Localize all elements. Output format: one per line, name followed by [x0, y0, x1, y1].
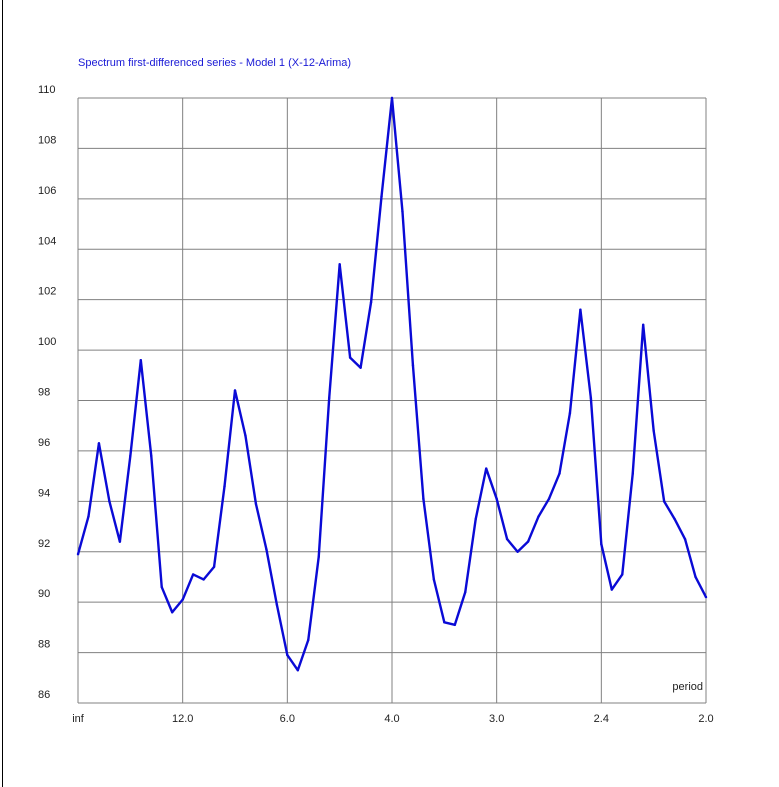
data-point — [296, 669, 299, 672]
y-tick-label: 92 — [38, 538, 50, 550]
data-point — [223, 485, 226, 488]
data-point — [401, 210, 404, 213]
y-tick-label: 98 — [38, 387, 50, 399]
data-point — [432, 578, 436, 581]
data-point — [369, 300, 373, 304]
vertical-gridlines — [77, 98, 707, 703]
data-point — [704, 595, 708, 599]
x-tick-label: 2.0 — [698, 713, 713, 725]
y-tick-label: 100 — [38, 336, 56, 348]
data-point — [621, 573, 624, 576]
data-point — [338, 263, 341, 266]
x-axis-tick-labels: inf 12.0 6.0 4.0 3.0 2.4 2.0 — [72, 713, 713, 725]
data-point — [453, 623, 456, 627]
y-tick-label: 110 — [38, 84, 56, 96]
data-point — [317, 555, 320, 558]
y-tick-label: 94 — [38, 487, 50, 499]
data-point — [422, 497, 425, 501]
chart-title: Spectrum first-differenced series - Mode… — [78, 57, 351, 69]
y-tick-label: 90 — [38, 588, 50, 600]
data-point — [286, 653, 289, 657]
data-point — [485, 467, 488, 470]
y-tick-label: 96 — [38, 437, 50, 449]
data-point — [254, 502, 258, 506]
x-tick-label: 6.0 — [280, 713, 295, 725]
x-axis-label: period — [672, 681, 703, 693]
data-point — [108, 500, 111, 503]
x-tick-label: 3.0 — [489, 713, 504, 725]
data-point — [600, 542, 603, 546]
data-point — [191, 573, 195, 576]
x-tick-label: 4.0 — [384, 713, 399, 725]
y-tick-label: 88 — [38, 639, 50, 651]
data-point — [139, 358, 142, 362]
y-tick-label: 102 — [38, 286, 56, 298]
data-point — [307, 638, 310, 642]
data-point — [443, 621, 446, 624]
data-point — [87, 515, 90, 518]
data-point — [233, 389, 237, 392]
data-point — [652, 429, 655, 432]
data-point — [129, 454, 132, 458]
data-point — [662, 500, 666, 503]
data-point — [673, 517, 676, 521]
data-point — [558, 472, 561, 475]
data-point — [474, 517, 477, 521]
data-point — [589, 396, 593, 400]
data-point — [150, 454, 153, 458]
data-point — [694, 575, 697, 579]
data-point — [97, 442, 101, 445]
data-point — [495, 497, 498, 501]
x-tick-label: inf — [72, 713, 85, 725]
data-point — [76, 553, 80, 556]
data-point — [390, 96, 394, 100]
data-point — [411, 364, 415, 367]
y-axis-tick-labels: 86 88 90 92 94 96 98 100 102 104 106 108 110 — [38, 84, 56, 701]
data-point — [328, 396, 331, 400]
data-point — [171, 611, 174, 614]
data-point — [547, 497, 551, 501]
window-left-border — [2, 0, 3, 787]
data-point — [380, 195, 383, 198]
data-point — [118, 540, 122, 543]
data-point — [348, 356, 352, 359]
data-point — [537, 515, 540, 518]
data-point — [505, 537, 509, 541]
data-point — [610, 588, 613, 591]
data-point — [579, 308, 582, 311]
data-point — [212, 565, 216, 569]
data-point — [516, 550, 519, 553]
data-point — [464, 590, 467, 594]
data-point — [631, 472, 634, 475]
data-point — [160, 585, 163, 589]
y-tick-label: 108 — [38, 134, 56, 146]
y-tick-label: 106 — [38, 185, 56, 197]
data-point — [202, 578, 205, 581]
x-tick-label: 2.4 — [594, 713, 609, 725]
data-point — [181, 598, 184, 601]
data-point — [683, 537, 687, 541]
series-data-points — [76, 96, 708, 672]
data-point — [526, 540, 530, 543]
y-tick-label: 104 — [38, 235, 56, 247]
data-point — [568, 411, 572, 415]
data-point — [359, 366, 362, 369]
data-point — [275, 603, 279, 606]
y-tick-label: 86 — [38, 689, 50, 701]
data-point — [642, 323, 645, 327]
data-point — [265, 548, 268, 551]
x-tick-label: 12.0 — [172, 713, 193, 725]
data-point — [244, 434, 247, 437]
